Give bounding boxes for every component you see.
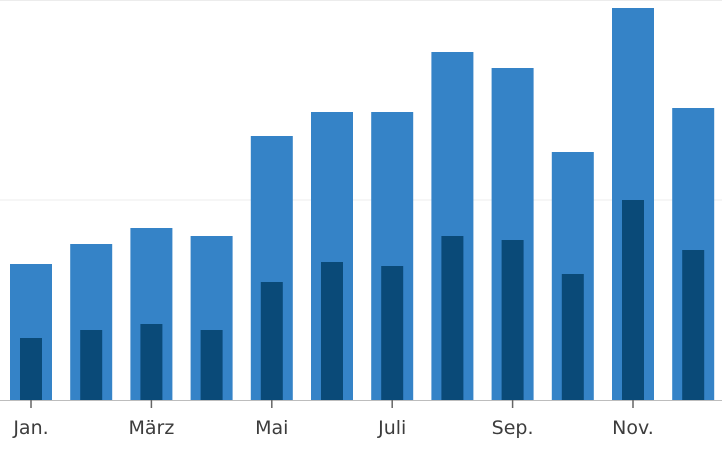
bar-part-2 bbox=[140, 324, 163, 400]
series-total-bars bbox=[10, 8, 715, 400]
x-tick-label-0: Jan. bbox=[12, 417, 48, 439]
gridlines bbox=[0, 0, 722, 201]
bar-part-3 bbox=[200, 330, 223, 400]
x-axis: Jan. März Mai Juli Sep. Nov. bbox=[0, 400, 722, 439]
bar-part-9 bbox=[561, 274, 584, 400]
bar-part-10 bbox=[622, 200, 644, 400]
bar-part-5 bbox=[321, 262, 343, 400]
bar-part-1 bbox=[80, 330, 103, 400]
bar-part-11 bbox=[682, 250, 705, 400]
x-tick-label-8: Sep. bbox=[492, 417, 534, 439]
x-tick-label-4: Mai bbox=[255, 417, 288, 439]
bar-part-4 bbox=[260, 282, 283, 400]
x-tick-label-10: Nov. bbox=[612, 417, 654, 439]
series-part-bars bbox=[20, 200, 705, 400]
bar-part-6 bbox=[381, 266, 404, 400]
x-tick-label-6: Juli bbox=[377, 417, 406, 439]
x-tick-label-2: März bbox=[128, 417, 174, 439]
bar-part-0 bbox=[20, 338, 42, 400]
bar-part-8 bbox=[501, 240, 524, 400]
bar-part-7 bbox=[441, 236, 464, 400]
